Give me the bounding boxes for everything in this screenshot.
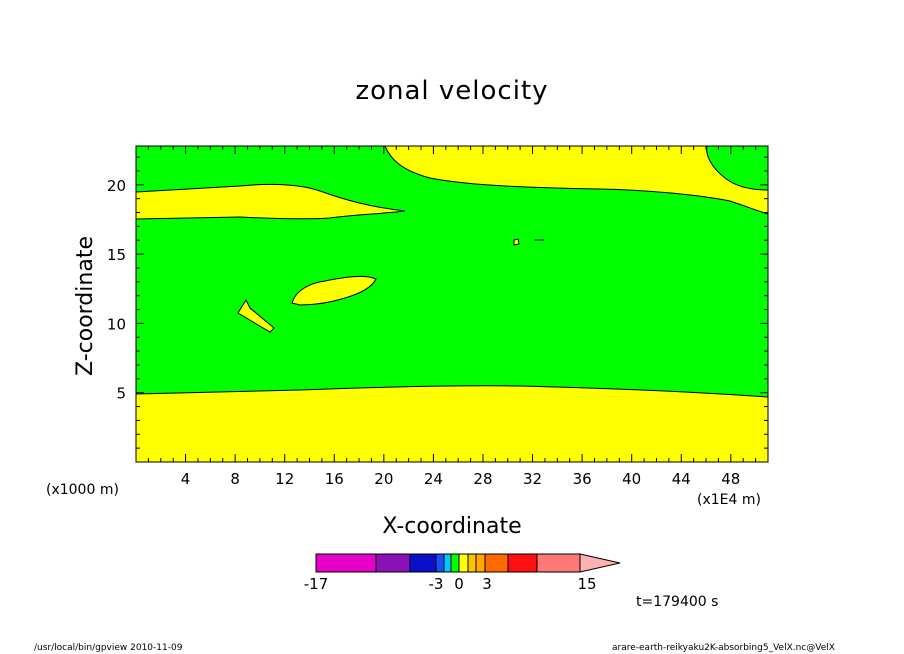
x-tick-label: 48 [721,470,740,488]
x-tick-label: 8 [230,470,240,488]
x-tick-label: 32 [523,470,542,488]
colorbar-tick-label: -3 [429,575,444,593]
colorbar-segment [450,553,460,573]
y-tick-label: 20 [107,177,126,195]
x-tick-label: 36 [573,470,592,488]
y-tick-label: 5 [116,385,126,403]
colorbar-segment [315,553,377,573]
colorbar-segment [475,553,486,573]
x-tick-label: 20 [374,470,393,488]
plot-area: 4 8 12 16 20 24 28 32 36 40 44 48 5101520Z-coordina… [73,145,769,488]
colorbar-segment [467,553,477,573]
x-tick-label: 16 [325,470,344,488]
contour-region-top-right [384,145,769,215]
x-axis-label: X-coordinate [382,514,522,539]
colorbar-segment [435,553,445,573]
chart-title: zonal velocity [355,76,549,106]
contour-blob-middle [291,275,377,306]
x-tick-label: 40 [622,470,641,488]
y-axis-label: Z-coordinate [73,236,98,376]
colorbar-segment [484,553,509,573]
colorbar-tick-label: 0 [454,575,464,593]
colorbar-tick-label: 3 [482,575,492,593]
x-tick-label: 28 [473,470,492,488]
colorbar-segment [536,553,581,573]
x-tick-label: 4 [181,470,191,488]
y-axis: 5 10 15 20 Z-coordinate [73,156,768,449]
colorbar-segment [507,553,538,573]
contour-dot-small [513,238,520,246]
colorbar-segment [409,553,437,573]
colorbar-segment [458,553,469,573]
colorbar-segment [375,553,411,573]
time-label: t=179400 s [636,594,719,610]
colorbar-tick-label: 15 [577,575,596,593]
colorbar-segment [443,553,452,573]
colorbar-arrow [579,553,621,573]
colorbar: -17 -3 0 3 15 [304,553,621,593]
y-tick-label: 10 [107,315,126,333]
footer-left: /usr/local/bin/gpview 2010-11-09 [34,643,183,653]
x-tick-label: 12 [275,470,294,488]
contour-blob-left [237,298,275,333]
x-tick-label: 24 [424,470,443,488]
contour-region-upper-band [135,183,406,220]
colorbar-tick-label: -17 [304,575,329,593]
plot-frame [135,145,769,463]
x-scale-label: (x1E4 m) [697,492,761,508]
y-tick-label: 15 [107,246,126,264]
footer-right: arare-earth-reikyaku2K-absorbing5_VelX.n… [612,643,835,653]
x-unit-label: (x1000 m) [46,482,119,498]
x-axis: 4 8 12 16 20 24 28 32 36 40 44 48 [147,146,757,488]
contour-region-lower [135,385,769,463]
x-tick-label: 44 [672,470,691,488]
